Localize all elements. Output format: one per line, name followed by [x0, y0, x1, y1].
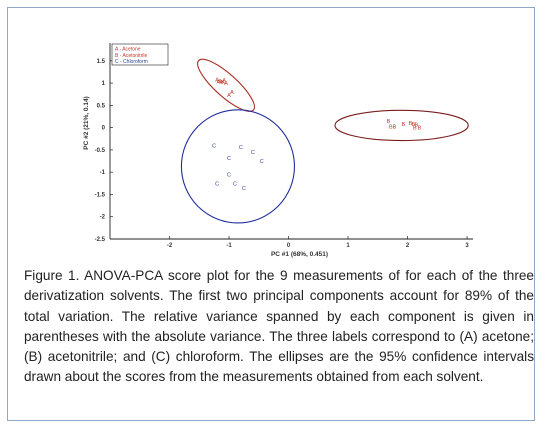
- score-point-B: B: [389, 124, 393, 130]
- confidence-ellipse-2: [334, 109, 469, 142]
- score-plot: -2 -1 0 1 2 31.510.50-0.5-1-1.5-2-2.5 A A A AAAA…: [83, 43, 473, 258]
- score-point-A: A: [224, 81, 228, 87]
- y-tick-label: 0: [102, 126, 106, 132]
- score-point-B: B: [402, 122, 406, 128]
- score-point-C: C: [227, 172, 231, 178]
- score-point-B: B: [412, 122, 416, 128]
- score-point-C: C: [239, 145, 243, 151]
- score-point-A: A: [215, 78, 219, 84]
- x-tick-label: -1: [226, 243, 232, 249]
- score-point-B: B: [413, 126, 417, 132]
- x-tick-label: 3: [465, 243, 469, 249]
- legend-entry: C - Chloroform: [115, 59, 148, 65]
- x-axis-label: PC #1 (68%, 0.451): [271, 251, 328, 258]
- y-tick-label: -2: [100, 215, 106, 221]
- score-point-C: C: [251, 150, 255, 156]
- score-point-A: A: [222, 78, 226, 84]
- y-tick-label: 1: [102, 81, 106, 87]
- score-point-C: C: [227, 156, 231, 162]
- score-point-C: C: [233, 181, 237, 187]
- y-axis-label: PC #2 (21%, 0.14): [83, 96, 90, 149]
- confidence-ellipses: [180, 58, 469, 224]
- score-point-C: C: [212, 143, 216, 149]
- score-point-A: A: [219, 80, 223, 86]
- score-point-B: B: [415, 123, 419, 129]
- score-point-A: A: [230, 90, 234, 96]
- legend-entry: B - Acetonitrile: [115, 53, 147, 59]
- score-point-B: B: [418, 126, 422, 132]
- confidence-ellipse-1: [197, 58, 256, 112]
- score-point-A: A: [216, 79, 220, 85]
- y-tick-label: 1.5: [97, 59, 106, 65]
- axes: -2 -1 0 1 2 3 1.5 1 0.5 0 -0.5 -1 -1.5 -2 -2.5: [95, 43, 473, 249]
- score-point-B: B: [387, 119, 391, 125]
- y-tick-label: 0.5: [97, 103, 106, 109]
- y-tick-label: -2.5: [95, 237, 106, 243]
- confidence-ellipse-3: [180, 109, 296, 224]
- score-point-A: A: [227, 93, 231, 99]
- y-tick-label: -1: [100, 170, 106, 176]
- score-point-A: A: [221, 80, 225, 86]
- score-point-C: C: [260, 159, 264, 165]
- figure-caption: Figure 1. ANOVA-PCA score plot for the 9…: [24, 268, 534, 385]
- x-tick-label: 0: [287, 243, 291, 249]
- legend-entry: A - Acetone: [115, 47, 141, 53]
- x-tick-label: 2: [406, 243, 410, 249]
- x-tick-label: -2: [167, 243, 173, 249]
- score-point-C: C: [215, 181, 219, 187]
- score-point-B: B: [393, 124, 397, 130]
- y-tick-label: -1.5: [95, 192, 106, 198]
- score-point-A: A: [218, 79, 222, 85]
- legend-box: [111, 43, 169, 66]
- score-point-C: C: [242, 186, 246, 192]
- y-tick-label: -0.5: [95, 148, 106, 154]
- score-point-B: B: [409, 121, 413, 127]
- x-tick-label: 1: [346, 243, 350, 249]
